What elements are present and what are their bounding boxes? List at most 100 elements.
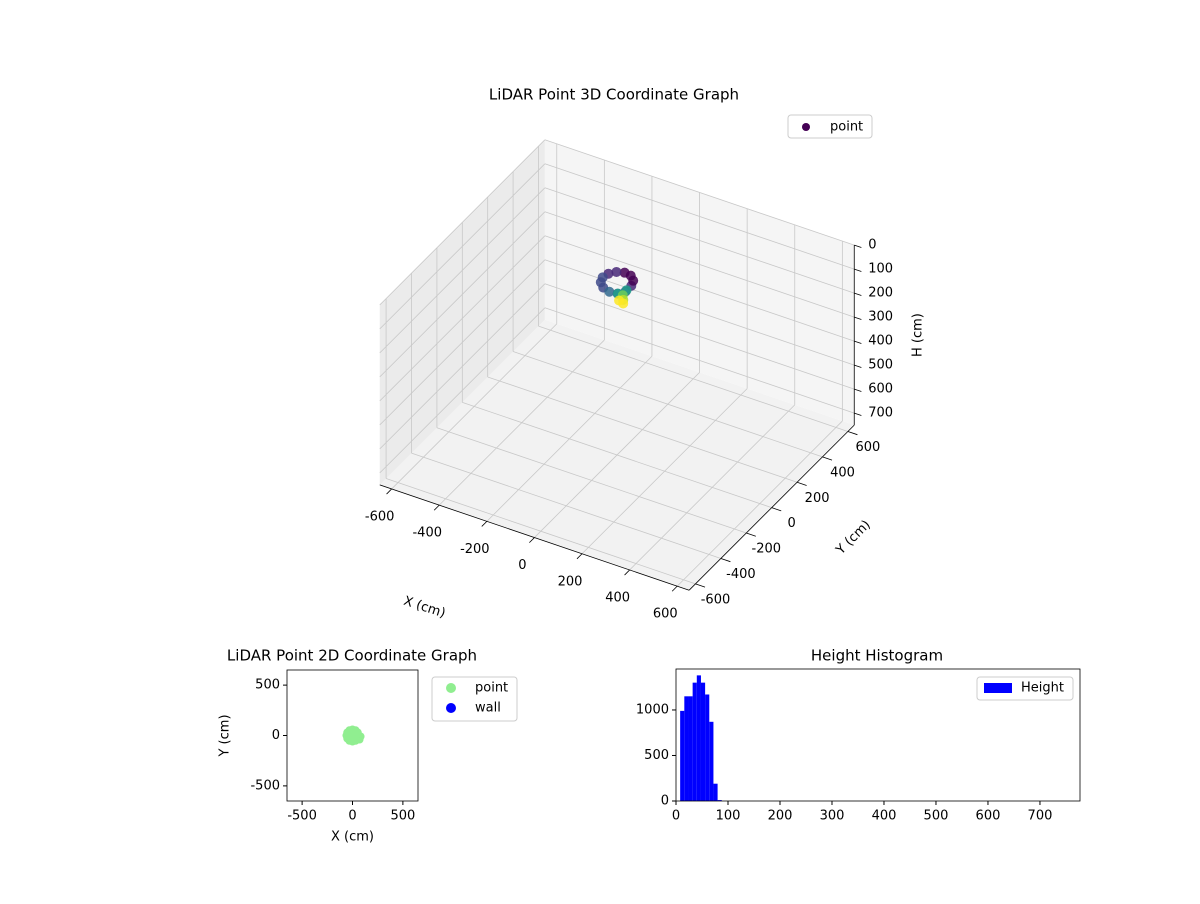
x-tick-label: 600: [653, 607, 678, 622]
grid-line: [385, 478, 696, 585]
point: [604, 286, 615, 297]
chart-title: LiDAR Point 3D Coordinate Graph: [489, 86, 739, 104]
bar: [705, 694, 710, 801]
x-tick-label: 200: [558, 574, 583, 589]
chart-title: LiDAR Point 2D Coordinate Graph: [227, 647, 477, 665]
grid-line: [544, 187, 855, 294]
tick-mark: [854, 268, 862, 272]
tick-mark: [854, 292, 862, 296]
plot-frame: [675, 668, 1081, 802]
z-tick-label: 400: [868, 334, 893, 349]
z-tick-label: 700: [868, 406, 893, 421]
grid-line: [487, 376, 798, 483]
legend-frame: [787, 114, 873, 139]
grid-line: [544, 163, 855, 270]
grid-line: [544, 211, 855, 318]
z-tick-label: 0: [868, 238, 876, 253]
grid-line: [379, 211, 546, 378]
grid-line: [379, 187, 546, 354]
bar: [717, 800, 722, 801]
x-tick-label: -600: [365, 509, 395, 524]
grid-line: [379, 235, 546, 402]
tick-mark: [854, 364, 862, 368]
x-tick-label: 700: [1028, 809, 1053, 824]
y-tick-label: 600: [855, 440, 880, 455]
legend-label: point: [830, 120, 863, 135]
z-axis-label: H (cm): [911, 313, 926, 357]
y-axis-label: Y (cm): [833, 517, 874, 558]
bar: [692, 682, 697, 801]
tick-mark: [576, 553, 583, 560]
tick-mark: [771, 507, 782, 512]
legend-marker: [446, 683, 456, 693]
x-tick-label: 400: [605, 590, 630, 605]
grid-line: [544, 283, 855, 390]
chart-title: Height Histogram: [811, 647, 943, 665]
tick-mark: [854, 244, 862, 248]
grid-line: [436, 427, 747, 534]
bar: [696, 675, 701, 801]
y-tick-label: -200: [752, 542, 782, 557]
y-axis-label: Y (cm): [218, 714, 233, 757]
legend-label: Height: [1021, 681, 1064, 696]
x-axis-label: X (cm): [331, 830, 374, 845]
bar: [700, 682, 706, 801]
point: [353, 730, 362, 739]
y-tick-label: -600: [701, 592, 731, 607]
y-tick-label: 200: [805, 491, 830, 506]
grid-line: [544, 235, 855, 342]
x-axis-label: X (cm): [402, 594, 448, 622]
x-axis-line: [379, 484, 690, 591]
z-tick-label: 100: [868, 262, 893, 277]
bar: [684, 696, 689, 801]
tick-mark: [854, 316, 862, 320]
tick-mark: [624, 569, 630, 576]
y-tick-label: 0: [788, 516, 796, 531]
tick-mark: [822, 456, 833, 461]
x-tick-label: 300: [820, 809, 845, 824]
tick-mark: [481, 521, 488, 527]
z-tick-label: 200: [868, 286, 893, 301]
tick-mark: [720, 558, 731, 563]
tick-mark: [386, 488, 392, 495]
x-tick-label: 500: [924, 809, 949, 824]
z-tick-label: 600: [868, 382, 893, 397]
y-tick-label: 500: [255, 678, 280, 693]
x-tick-label: -500: [287, 809, 317, 824]
grid-line: [544, 139, 855, 246]
grid-line: [379, 259, 546, 426]
y-tick-label: 400: [830, 465, 855, 480]
x-tick-label: 200: [768, 809, 793, 824]
bar: [688, 696, 693, 801]
y-tick-label: -500: [250, 778, 280, 793]
tick-mark: [854, 388, 862, 392]
y-tick-label: 500: [644, 748, 669, 763]
grid-line: [538, 325, 849, 432]
bar: [709, 721, 714, 801]
bar: [680, 710, 685, 801]
x-tick-label: -400: [412, 526, 442, 541]
point: [619, 267, 630, 278]
x-tick-label: 0: [672, 809, 680, 824]
grid-line: [379, 163, 546, 330]
z-tick-label: 500: [868, 358, 893, 373]
tick-mark: [695, 583, 706, 588]
z-tick-label: 300: [868, 310, 893, 325]
legend-label: point: [475, 681, 508, 696]
point: [611, 266, 622, 277]
y-tick-label: 0: [272, 728, 280, 743]
legend-marker: [802, 123, 810, 131]
y-axis-line: [688, 424, 855, 591]
x-tick-label: 600: [976, 809, 1001, 824]
tick-mark: [854, 340, 862, 344]
x-tick-label: 0: [348, 809, 356, 824]
x-tick-label: 0: [518, 558, 526, 573]
grid-line: [379, 139, 546, 306]
grid-line: [379, 283, 546, 450]
legend-patch: [984, 683, 1012, 693]
legend-label: wall: [475, 701, 501, 716]
y-tick-label: 1000: [636, 702, 669, 717]
tick-mark: [847, 431, 858, 436]
grid-line: [544, 307, 855, 414]
